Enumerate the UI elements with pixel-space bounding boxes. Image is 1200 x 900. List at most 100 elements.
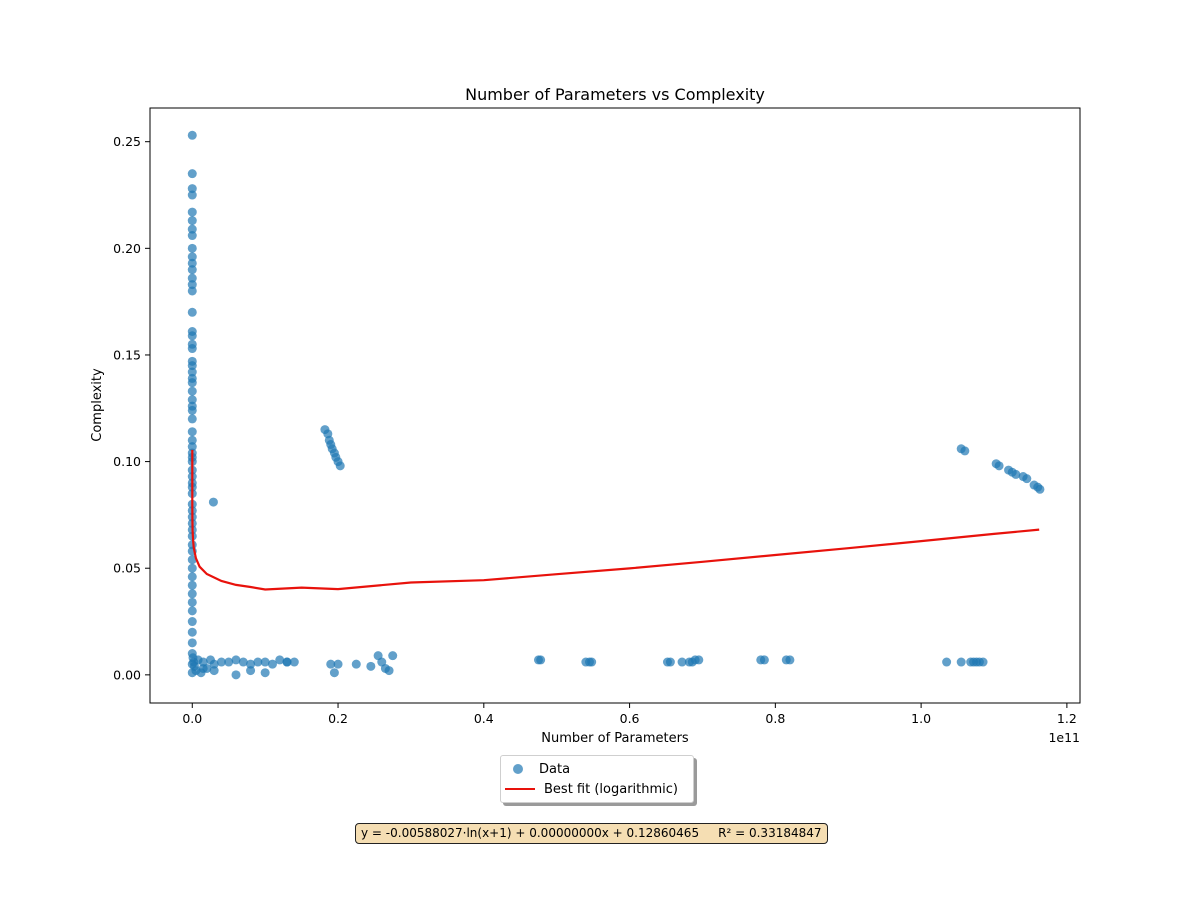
data-point [267,659,277,669]
data-point [388,651,398,661]
data-point [187,252,197,262]
data-point [187,414,197,424]
data-point [209,659,219,669]
x-tick-label: 0.0 [182,711,202,726]
data-point [260,668,270,678]
data-point [187,555,197,565]
data-point [187,378,197,388]
data-point [238,657,248,667]
legend: Data Best fit (logarithmic) [500,755,694,803]
y-tick-label: 0.15 [113,347,141,362]
x-tick-label: 1.0 [911,711,931,726]
data-point [275,655,285,665]
data-point [187,405,197,415]
data-point [785,655,795,665]
axes-frame [149,107,1081,704]
data-point [231,655,241,665]
y-tick-label: 0.25 [113,134,141,149]
data-point [187,184,197,194]
x-axis-label: Number of Parameters [541,731,689,746]
data-point [187,617,197,627]
data-point [260,657,270,667]
data-point [187,563,197,573]
data-point [994,461,1004,471]
data-point [329,668,339,678]
data-point [942,657,952,667]
x-axis: 0.0 0.2 0.4 0.6 0.8 1.0 1.2 [182,703,1077,726]
fit-equation-annotation: y = -0.00588027·ln(x+1) + 0.00000000x + … [355,823,828,844]
data-point [282,657,292,667]
data-point [187,130,197,140]
data-point [187,386,197,396]
x-tick-label: 0.8 [765,711,785,726]
y-axis-label: Complexity [90,368,105,442]
data-point [187,367,197,377]
data-point [187,207,197,217]
data-point [759,655,769,665]
legend-entry-fit: Best fit (logarithmic) [501,779,678,799]
data-point [187,427,197,437]
data-point [224,657,234,667]
data-point [187,216,197,226]
data-point [1022,474,1032,484]
x-tick-label: 0.6 [620,711,640,726]
x-axis-offset-label: 1e11 [1048,730,1080,745]
data-point [1035,484,1045,494]
data-point [978,657,988,667]
data-point [335,461,345,471]
data-point [1011,469,1021,479]
data-point [187,344,197,354]
data-point [960,446,970,456]
data-point [187,286,197,296]
data-point [187,169,197,179]
data-point [187,280,197,290]
data-point [187,265,197,275]
data-point [677,657,687,667]
x-tick-label: 0.4 [474,711,494,726]
legend-label-data: Data [539,761,571,777]
data-point [246,666,256,676]
chart-title: Number of Parameters vs Complexity [465,85,765,104]
data-point [216,657,226,667]
data-point [384,666,394,676]
data-point [187,580,197,590]
data-point [198,663,208,673]
y-tick-label: 0.05 [113,561,141,576]
data-point [187,606,197,616]
data-point [187,224,197,234]
data-point [231,670,241,680]
data-point [253,657,263,667]
data-point [187,331,197,341]
y-tick-label: 0.20 [113,241,141,256]
x-tick-label: 0.2 [328,711,348,726]
data-point [351,659,361,669]
data-point [187,361,197,371]
data-point [209,666,219,676]
data-point [187,307,197,317]
data-point [187,638,197,648]
data-point [289,657,299,667]
data-point [536,655,546,665]
y-axis: 0.00 0.05 0.10 0.15 0.20 0.25 [113,134,150,682]
data-point [208,497,218,507]
data-point [333,659,343,669]
legend-label-fit: Best fit (logarithmic) [544,781,678,797]
data-point [187,589,197,599]
legend-marker-fit [505,788,535,790]
data-point [187,231,197,241]
data-point [694,655,704,665]
data-point [366,661,376,671]
best-fit-line [191,449,1040,591]
data-point [187,435,197,445]
data-point [326,659,336,669]
x-tick-label: 1.2 [1057,711,1077,726]
data-point [187,273,197,283]
legend-entry-data: Data [501,759,570,779]
data-point [587,657,597,667]
legend-marker-data [513,764,523,774]
data-point [956,657,966,667]
data-point [665,657,675,667]
y-tick-label: 0.10 [113,454,141,469]
data-point [187,442,197,452]
